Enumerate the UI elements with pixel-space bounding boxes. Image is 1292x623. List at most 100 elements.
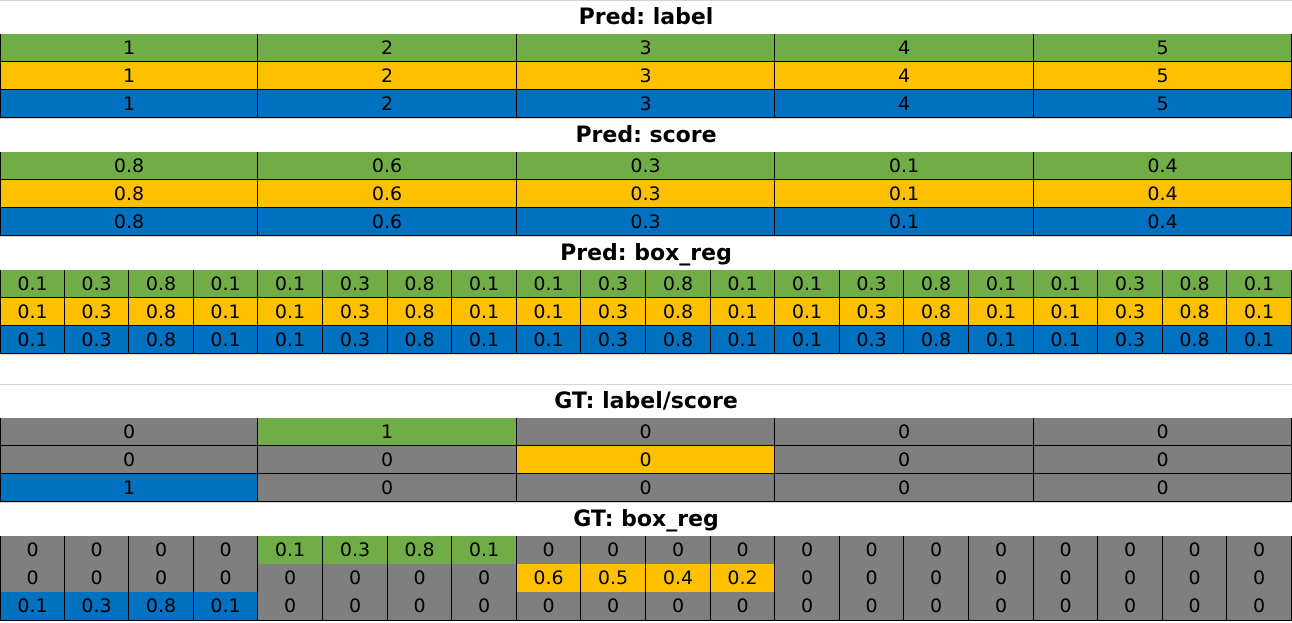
table-cell: 0 — [904, 536, 969, 565]
table-cell: 0.3 — [581, 270, 646, 298]
table-row: 0.8 0.6 0.3 0.1 0.4 — [0, 208, 1292, 236]
table-cell: 0.1 — [452, 298, 517, 326]
table-cell: 0.8 — [0, 152, 258, 180]
table-cell: 0.8 — [0, 208, 258, 236]
table-cell: 0 — [194, 564, 258, 593]
table-cell: 0.8 — [0, 180, 258, 208]
table-cell: 0 — [711, 592, 775, 621]
table-cell: 0 — [0, 536, 65, 565]
table-cell: 0.3 — [65, 326, 129, 354]
table-cell: 5 — [1034, 62, 1292, 90]
table-cell: 0.8 — [646, 326, 711, 354]
table-cell: 2 — [258, 34, 517, 62]
table-cell: 0 — [840, 564, 904, 593]
table-cell: 0 — [258, 564, 323, 593]
table-cell: 0 — [1163, 536, 1227, 565]
table-cell: 0 — [969, 536, 1034, 565]
table-cell: 0.3 — [581, 326, 646, 354]
table-cell: 0.1 — [517, 298, 581, 326]
table-cell: 0 — [711, 536, 775, 565]
table-cell: 0.1 — [517, 326, 581, 354]
table-cell: 0.1 — [1227, 326, 1292, 354]
table-cell: 0 — [1034, 474, 1292, 502]
table-cell: 0 — [1163, 564, 1227, 593]
table-cell: 0.1 — [775, 326, 840, 354]
section-spacer — [0, 354, 1292, 384]
table-cell: 0 — [1227, 564, 1292, 593]
table-cell: 0.1 — [517, 270, 581, 298]
table-cell: 0 — [1163, 592, 1227, 621]
table-cell: 0.1 — [969, 270, 1034, 298]
table-cell: 0.6 — [258, 208, 517, 236]
table-cell: 0.1 — [775, 208, 1034, 236]
table-cell: 0 — [1227, 592, 1292, 621]
table-cell: 0.8 — [129, 592, 194, 621]
table-cell: 0 — [517, 536, 581, 565]
table-cell: 0.4 — [1034, 208, 1292, 236]
table-cell: 0.3 — [65, 270, 129, 298]
table-cell: 0 — [517, 446, 775, 474]
table-cell: 0.3 — [323, 298, 388, 326]
table-cell: 0.8 — [129, 326, 194, 354]
table-row: 0.1 0.3 0.8 0.1 0.1 0.3 0.8 0.1 0.1 0.3 0.8 0.1 0.1 0… — [0, 270, 1292, 298]
table-cell: 4 — [775, 34, 1034, 62]
table-cell: 0 — [1034, 446, 1292, 474]
table-cell: 0 — [904, 564, 969, 593]
table-cell: 0 — [775, 536, 840, 565]
table-row: 0.1 0.3 0.8 0.1 0 0 0 0 0 0 0 0 0 0 0 0 0 0 0 0 — [0, 592, 1292, 621]
table-cell: 0.1 — [0, 270, 65, 298]
table-cell: 0.1 — [194, 592, 258, 621]
table-cell: 0 — [517, 592, 581, 621]
table-cell: 0 — [323, 592, 388, 621]
table-cell: 0.1 — [711, 270, 775, 298]
table-cell: 0.8 — [129, 298, 194, 326]
table-cell: 3 — [517, 34, 775, 62]
table-cell: 0 — [969, 564, 1034, 593]
table-row: 0 0 0 0 0.1 0.3 0.8 0.1 0 0 0 0 0 0 0 0 0 0 0 0 — [0, 536, 1292, 565]
table-cell: 0.3 — [1098, 270, 1163, 298]
section-title: Pred: label — [0, 0, 1292, 34]
table-cell: 0 — [581, 536, 646, 565]
table-cell: 0.1 — [775, 298, 840, 326]
table-cell: 0.8 — [646, 298, 711, 326]
table-cell: 0 — [775, 418, 1034, 446]
table-cell: 0.8 — [904, 270, 969, 298]
table-cell: 0.3 — [65, 298, 129, 326]
table-cell: 0 — [388, 564, 452, 593]
table-cell: 0.1 — [1034, 326, 1098, 354]
table-cell: 0.3 — [1098, 326, 1163, 354]
table-cell: 0.1 — [1034, 298, 1098, 326]
table-cell: 0.3 — [323, 270, 388, 298]
table-cell: 0.1 — [0, 326, 65, 354]
table-row: 0.1 0.3 0.8 0.1 0.1 0.3 0.8 0.1 0.1 0.3 0.8 0.1 0.1 0… — [0, 326, 1292, 354]
table-cell: 0 — [1034, 564, 1098, 593]
table-cell: 0.1 — [711, 298, 775, 326]
table-cell: 0 — [452, 592, 517, 621]
table-cell: 0 — [1034, 536, 1098, 565]
table-cell: 0 — [1227, 536, 1292, 565]
table-cell: 3 — [517, 90, 775, 118]
table-cell: 0.8 — [1163, 298, 1227, 326]
table-cell: 0 — [1034, 592, 1098, 621]
table-cell: 0 — [65, 536, 129, 565]
table-cell: 0.3 — [581, 298, 646, 326]
table-cell: 0.6 — [258, 180, 517, 208]
table-cell: 0.8 — [388, 326, 452, 354]
table-cell: 0.1 — [452, 536, 517, 565]
table-cell: 0.1 — [0, 592, 65, 621]
table-cell: 0.5 — [581, 564, 646, 593]
table-cell: 0.3 — [323, 536, 388, 565]
table-cell: 0 — [1098, 564, 1163, 593]
table-cell: 0 — [0, 446, 258, 474]
table-cell: 0.1 — [194, 298, 258, 326]
table-cell: 0 — [258, 592, 323, 621]
table-cell: 0 — [258, 474, 517, 502]
table-cell: 0.1 — [194, 270, 258, 298]
table-cell: 0.2 — [711, 564, 775, 593]
table-cell: 0.4 — [1034, 152, 1292, 180]
table-cell: 0.3 — [840, 326, 904, 354]
table-cell: 0 — [129, 564, 194, 593]
